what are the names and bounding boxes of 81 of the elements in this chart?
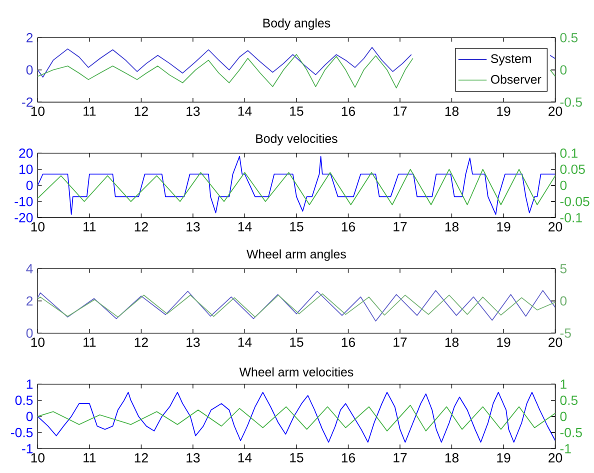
y-tick-label: 20	[19, 148, 33, 158]
y2-tick-label: 0	[560, 412, 567, 422]
y2-tick-label: -0.5	[560, 428, 582, 438]
y-tick-label: 2	[26, 296, 33, 306]
y-tick-label: 10	[20, 164, 33, 174]
x-tick-label: 18	[445, 106, 459, 116]
x-tick-label: 16	[342, 338, 355, 347]
x-tick-label: 12	[134, 338, 148, 347]
y-tick-label: 0	[26, 65, 33, 75]
y-tick-label: -10	[14, 196, 33, 206]
x-tick-label: 18	[445, 222, 459, 232]
x-tick-label: 12	[134, 106, 148, 116]
y2-tick-label: 0	[560, 296, 567, 306]
x-tick-label: 17	[394, 222, 407, 232]
x-tick-label: 15	[290, 222, 304, 232]
x-tick-label: 13	[186, 338, 200, 347]
y2-tick-label: -1	[560, 444, 571, 454]
y-tick-label: 0	[26, 328, 33, 338]
x-tick-label: 15	[290, 453, 304, 462]
legend-label: System	[491, 54, 531, 66]
y2-tick-label: 0.5	[560, 33, 578, 42]
x-tick-label: 15	[290, 338, 304, 347]
chart-title: Wheel arm velocities	[239, 367, 354, 376]
y2-tick-label: -5	[560, 328, 571, 338]
y-tick-label: 4	[26, 264, 33, 274]
y2-tick-label: -0.05	[560, 196, 590, 206]
x-tick-label: 11	[84, 453, 96, 462]
x-tick-label: 19	[497, 338, 510, 347]
x-tick-label: 20	[548, 338, 562, 347]
x-tick-label: 13	[186, 453, 200, 463]
x-tick-label: 17	[394, 338, 407, 347]
y2-tick-label: 1	[560, 380, 566, 389]
x-tick-label: 16	[342, 453, 355, 463]
y-tick-label: 0	[26, 180, 33, 190]
y-tick-label: -2	[22, 98, 33, 107]
x-tick-label: 20	[548, 453, 562, 463]
y2-tick-label: 0.5	[560, 396, 578, 406]
y2-tick-label: -0.1	[560, 212, 582, 222]
chart-title: Body velocities	[256, 134, 338, 146]
x-tick-label: 14	[238, 106, 252, 116]
y-tick-label: -20	[14, 212, 33, 222]
line-series	[38, 392, 556, 443]
x-tick-label: 14	[238, 453, 252, 462]
y-tick-label: 2	[26, 33, 33, 42]
y2-tick-label: 0.1	[560, 148, 578, 158]
x-tick-label: 17	[394, 106, 407, 116]
y-tick-label: -0.5	[11, 428, 33, 438]
x-tick-label: 19	[497, 106, 510, 116]
x-tick-label: 12	[134, 222, 148, 232]
x-tick-label: 18	[445, 453, 459, 463]
x-tick-label: 19	[497, 453, 510, 463]
x-tick-label: 14	[238, 222, 252, 232]
x-tick-label: 13	[186, 222, 200, 232]
x-tick-label: 16	[342, 106, 355, 116]
x-tick-label: 11	[84, 106, 96, 116]
x-tick-label: 17	[394, 453, 407, 462]
y2-tick-label: -0.5	[560, 97, 582, 107]
x-tick-label: 20	[548, 222, 562, 232]
y-tick-label: 0	[26, 412, 33, 422]
x-tick-label: 18	[445, 338, 459, 347]
chart-title: Body angles	[263, 18, 330, 30]
x-tick-label: 20	[548, 106, 562, 116]
y2-tick-label: 0	[560, 65, 567, 75]
y2-tick-label: 5	[560, 264, 567, 274]
y-tick-label: 0.5	[15, 396, 33, 406]
line-series	[38, 168, 556, 206]
y-tick-label: -1	[22, 444, 33, 454]
x-tick-label: 16	[342, 222, 355, 232]
y2-tick-label: 0	[560, 180, 567, 190]
line-series	[38, 404, 556, 432]
x-tick-label: 14	[238, 338, 252, 347]
y-tick-label: 1	[26, 380, 33, 389]
x-tick-label: 11	[84, 222, 96, 232]
x-tick-label: 12	[134, 453, 148, 462]
x-tick-label: 11	[84, 338, 96, 347]
x-tick-label: 13	[186, 106, 200, 116]
y2-tick-label: 0.05	[560, 164, 585, 174]
x-tick-label: 19	[497, 222, 510, 232]
legend-label: Observer	[491, 74, 542, 84]
chart-title: Wheel arm angles	[246, 249, 346, 261]
x-tick-label: 15	[290, 106, 304, 116]
